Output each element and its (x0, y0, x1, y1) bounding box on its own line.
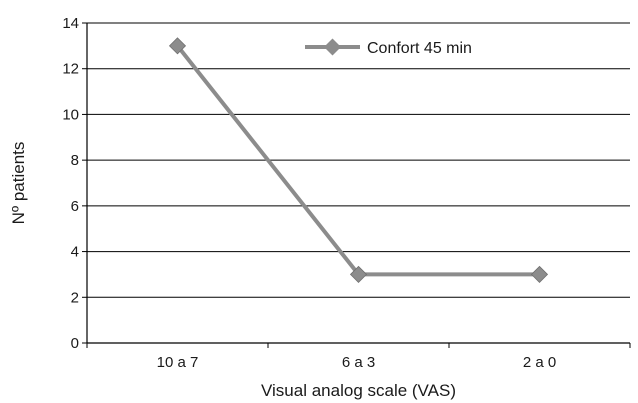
data-markers (168, 37, 549, 283)
y-tick-label: 6 (71, 198, 79, 215)
axes (82, 22, 631, 348)
x-tick-labels: 10 a 7 6 a 3 2 a 0 (157, 354, 557, 371)
y-tick-label: 12 (62, 61, 79, 78)
y-tick-label: 2 (71, 289, 79, 306)
x-tick-label: 2 a 0 (523, 354, 556, 371)
y-tick-labels: 0 2 4 6 8 10 12 14 (62, 15, 79, 352)
y-axis-label: Nº patients (9, 142, 28, 225)
data-point-diamond (530, 265, 549, 283)
y-tick-label: 8 (71, 152, 79, 169)
x-tick-label: 6 a 3 (342, 354, 375, 371)
y-tick-label: 4 (71, 244, 79, 261)
y-tick-label: 14 (62, 15, 79, 32)
legend-marker-swatch (324, 38, 341, 56)
x-axis-label: Visual analog scale (VAS) (261, 381, 456, 400)
y-tick-label: 0 (71, 335, 79, 352)
gridlines (87, 22, 630, 298)
y-tick-label: 10 (62, 106, 79, 123)
data-point-diamond (349, 265, 368, 283)
legend-label: Confort 45 min (367, 40, 472, 57)
data-point-diamond (168, 37, 187, 55)
x-tick-label: 10 a 7 (157, 354, 199, 371)
legend: Confort 45 min (305, 38, 472, 57)
